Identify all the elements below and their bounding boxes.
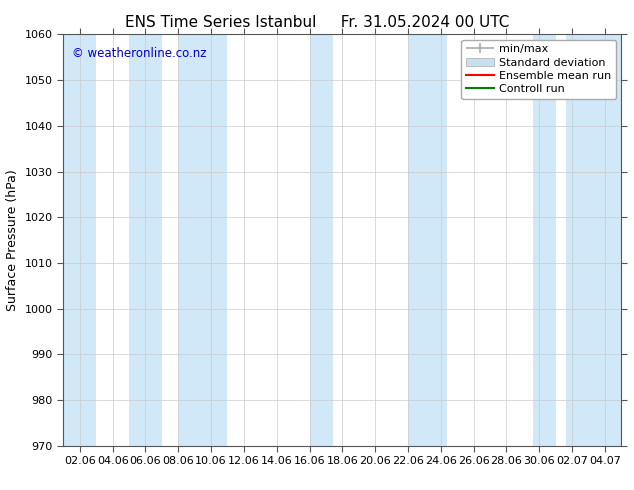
- Bar: [63, 34, 96, 446]
- Bar: [408, 34, 448, 446]
- Bar: [533, 34, 555, 446]
- Text: ENS Time Series Istanbul     Fr. 31.05.2024 00 UTC: ENS Time Series Istanbul Fr. 31.05.2024 …: [125, 15, 509, 30]
- Text: © weatheronline.co.nz: © weatheronline.co.nz: [72, 47, 206, 60]
- Bar: [129, 34, 162, 446]
- Bar: [566, 34, 621, 446]
- Bar: [178, 34, 228, 446]
- Legend: min/max, Standard deviation, Ensemble mean run, Controll run: min/max, Standard deviation, Ensemble me…: [462, 40, 616, 99]
- Bar: [309, 34, 332, 446]
- Y-axis label: Surface Pressure (hPa): Surface Pressure (hPa): [6, 169, 19, 311]
